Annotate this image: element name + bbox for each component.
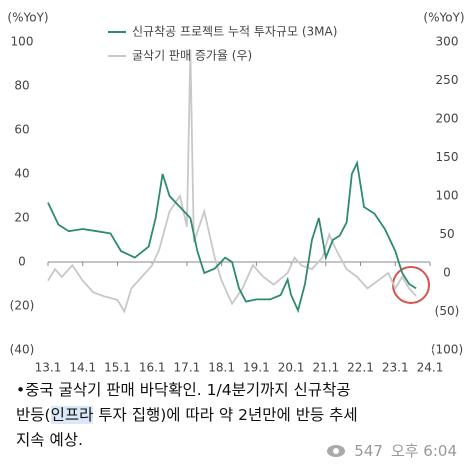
- y2-tick-label: 250: [436, 73, 459, 87]
- y2-tick-label: 150: [436, 150, 459, 164]
- x-tick-label: 20.1: [278, 361, 305, 375]
- x-tick-label: 16.1: [139, 361, 166, 375]
- x-tick-label: 23.1: [382, 361, 409, 375]
- caption-line: 지속 예상.: [16, 431, 83, 449]
- y-tick-label: 0: [18, 255, 26, 269]
- caption-line: 반등(인프라 투자 집행)에 따라 약 2년만에 반등 추세: [16, 403, 358, 428]
- y-tick-label: 100: [11, 35, 34, 49]
- footer: 547 오후 6:04: [326, 440, 457, 461]
- caption-text: 반등(: [16, 406, 51, 424]
- y2-tick-label: 200: [436, 112, 459, 126]
- y-tick-label: 80: [14, 79, 29, 93]
- x-tick-label: 24.1: [417, 361, 444, 375]
- x-tick-label: 21.1: [312, 361, 339, 375]
- x-tick-label: 18.1: [208, 361, 235, 375]
- caption-text: 투자 집행)에 따라 약 2년만에 반등 추세: [93, 406, 358, 424]
- caption-line: •중국 굴삭기 판매 바닥확인. 1/4분기까지 신규착공: [16, 381, 351, 399]
- y-axis-title: (%YoY): [7, 11, 48, 25]
- view-count: 547: [354, 441, 383, 460]
- y2-tick-label: (50): [435, 304, 460, 318]
- y-tick-label: (20): [10, 299, 35, 313]
- time: 오후 6:04: [390, 442, 457, 460]
- y2-tick-label: (100): [431, 343, 463, 357]
- series-line: [47, 159, 417, 314]
- y2-axis-title: (%YoY): [423, 11, 464, 25]
- x-tick-label: 15.1: [104, 361, 131, 375]
- y-tick-label: 40: [14, 167, 29, 181]
- y-tick-label: 60: [14, 123, 29, 137]
- x-tick-label: 13.1: [35, 361, 62, 375]
- x-tick-label: 22.1: [347, 361, 374, 375]
- y2-tick-label: 300: [436, 35, 459, 49]
- caption-highlight: 인프라: [50, 406, 94, 424]
- chart: (%YoY) (%YoY) 100806040200(20)(40)300250…: [7, 11, 464, 375]
- x-tick-label: 19.1: [243, 361, 270, 375]
- y2-tick-label: 0: [443, 266, 451, 280]
- x-tick-label: 14.1: [69, 361, 96, 375]
- y-tick-label: (40): [10, 343, 35, 357]
- legend-label: 신규착공 프로젝트 누적 투자규모 (3MA): [132, 25, 337, 39]
- y-tick-label: 20: [14, 211, 29, 225]
- legend-label: 굴삭기 판매 증가율 (우): [132, 49, 252, 63]
- y2-tick-label: 100: [436, 189, 459, 203]
- caption: •중국 굴삭기 판매 바닥확인. 1/4분기까지 신규착공 반등(인프라 투자 …: [16, 378, 358, 453]
- y2-tick-label: 50: [439, 227, 454, 241]
- x-tick-label: 17.1: [174, 361, 201, 375]
- series-line: [47, 49, 417, 314]
- eye-icon: [327, 444, 346, 457]
